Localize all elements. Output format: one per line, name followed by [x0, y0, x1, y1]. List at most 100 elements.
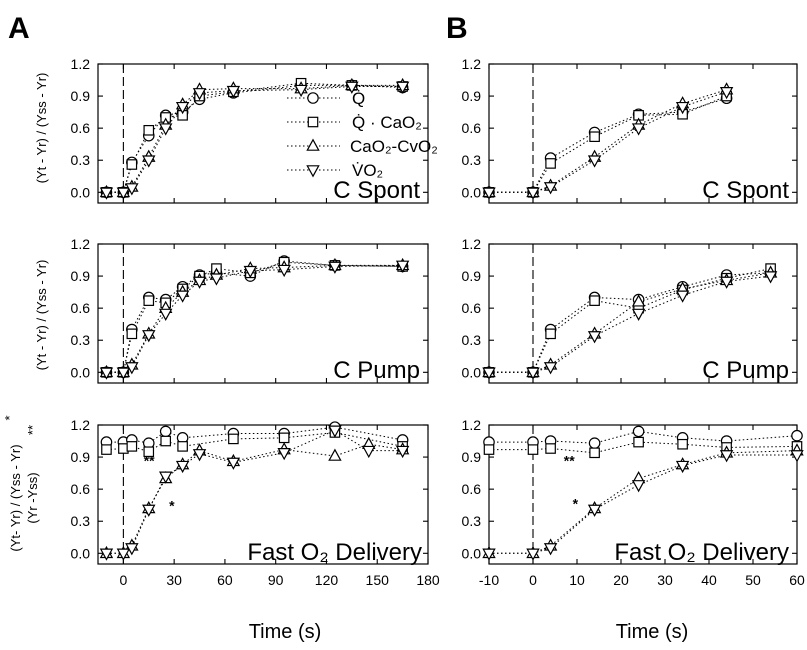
data-point-triangle-down: [587, 331, 602, 344]
series-line-circle: [489, 272, 771, 373]
plot-frame: [97, 63, 429, 204]
y-tick-label: 0.6: [462, 300, 482, 316]
y-tick-label: 0.0: [71, 545, 91, 561]
series-line-triangle-down: [489, 454, 797, 554]
data-point-triangle-down: [631, 308, 646, 321]
data-point-triangle-down: [543, 543, 558, 556]
panel-label: C Spont: [333, 177, 420, 204]
y-tick-label: 0.9: [71, 88, 91, 104]
data-point-triangle-down: [116, 367, 131, 380]
panel-A-bot: 0.00.30.60.91.20 30 60 90 120 150 180***Fast O…: [71, 417, 440, 588]
series-line-square: [489, 95, 727, 193]
series-line-circle: [489, 97, 727, 193]
data-point-square: [160, 435, 171, 447]
plot-frame: [488, 243, 798, 384]
data-point-triangle-down: [482, 367, 496, 380]
y-tick-label: 0.0: [71, 364, 91, 380]
panel-label: Fast O₂ Delivery: [247, 539, 422, 566]
x-tick-label: 60: [217, 572, 233, 588]
data-point-triangle-down: [675, 290, 690, 303]
data-point-square: [143, 124, 155, 136]
y-tick-label: 1.2: [462, 417, 482, 433]
data-point-triangle-down: [209, 273, 224, 286]
data-point-triangle-down: [158, 308, 173, 321]
data-point-triangle-down: [543, 362, 558, 375]
plot-frame: [488, 424, 798, 565]
x-tick-label: 120: [315, 572, 339, 588]
data-point-square: [589, 295, 600, 306]
data-point-triangle-down: [116, 548, 131, 561]
x-tick-label: 0: [119, 572, 127, 588]
data-point-triangle-down: [142, 155, 156, 168]
data-point-triangle-down: [226, 457, 241, 470]
y-tick-label: 1.2: [462, 236, 482, 252]
panel-letter-b: B: [446, 12, 468, 45]
data-point-triangle-down: [362, 445, 376, 459]
legend-entry: CaO₂-CvO₂: [287, 137, 438, 156]
data-point-triangle-up: [328, 448, 342, 461]
y-tick-label: 0.9: [462, 88, 482, 104]
x-tick-label: 50: [745, 572, 761, 588]
legend-marker-circle: [307, 92, 319, 104]
legend-marker-square: [307, 116, 319, 128]
data-point-triangle-down: [192, 88, 207, 101]
data-point-triangle-down: [99, 367, 114, 380]
x-tick-label: -10: [479, 572, 499, 588]
x-tick-label: 40: [701, 572, 717, 588]
data-point-square: [545, 328, 556, 340]
y-tick-label: 1.2: [71, 236, 91, 252]
panel-B-mid: 0.0 0.3 0.6 0.9 1.2 C Pump: [462, 236, 798, 384]
y-tick-label: 0.9: [71, 268, 91, 284]
x-tick-label: 30: [657, 572, 673, 588]
data-point-triangle-down: [526, 548, 540, 561]
series-line-triangle-up: [106, 264, 403, 373]
data-point-triangle-down: [125, 362, 139, 375]
y-axis-label-delivery-mark2: **: [25, 425, 40, 435]
series-line-triangle-down: [489, 275, 771, 373]
legend: Q̇ Q̇ · CaO₂ CaO₂-CvO₂ V̇O₂: [287, 89, 438, 180]
x-tick-label: 150: [366, 572, 390, 588]
x-tick-label: 60: [789, 572, 805, 588]
y-tick-label: 0.6: [71, 481, 91, 497]
data-point-triangle-down: [719, 86, 734, 100]
y-axis-label-delivery-line2: (Yr -Yss): [25, 472, 40, 523]
data-point-triangle-down: [175, 101, 190, 115]
y-tick-label: 0.0: [71, 184, 91, 200]
data-point-square: [483, 444, 495, 455]
data-point-triangle-down: [763, 271, 778, 284]
data-point-triangle-down: [345, 81, 359, 94]
data-point-triangle-down: [395, 81, 410, 94]
data-point-triangle-down: [482, 187, 496, 200]
data-point-triangle-down: [675, 101, 690, 115]
y-axis-label-a-mid: (Yt - Yr) / (Yss - Yr): [34, 260, 49, 371]
significance-annotation: *: [169, 498, 175, 514]
y-tick-label: 0.3: [71, 152, 91, 168]
y-tick-label: 0.9: [462, 449, 482, 465]
series-line-triangle-down: [489, 91, 727, 193]
series-line-triangle-up: [489, 450, 798, 554]
data-point-square: [677, 438, 688, 450]
data-point-triangle-down: [226, 85, 241, 99]
legend-label: Q̇: [352, 89, 365, 108]
data-point-triangle-down: [158, 123, 173, 136]
panel-label: Fast O₂ Delivery: [614, 539, 789, 566]
data-point-circle: [588, 437, 601, 449]
x-tick-label: 180: [416, 572, 440, 588]
data-point-triangle-down: [158, 471, 173, 484]
data-point-triangle-down: [277, 448, 291, 461]
panel-label: C Spont: [702, 177, 789, 204]
data-point-triangle-down: [482, 548, 496, 561]
series-line-square: [489, 441, 798, 454]
data-point-triangle-down: [328, 425, 342, 438]
data-point-triangle-down: [587, 504, 602, 517]
y-tick-label: 1.2: [71, 417, 91, 433]
y-tick-label: 0.0: [462, 545, 482, 561]
data-point-triangle-down: [175, 460, 190, 474]
y-tick-label: 0.6: [71, 300, 91, 316]
data-point-square: [589, 131, 600, 143]
data-point-square: [126, 159, 138, 170]
plot-frame: [97, 243, 429, 384]
panel-A-top: 0.0 0.3 0.6 0.9 1.2 C Spont: [71, 56, 429, 204]
data-point-circle: [159, 425, 172, 438]
